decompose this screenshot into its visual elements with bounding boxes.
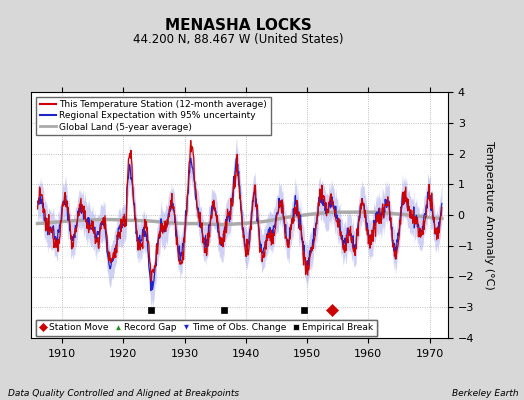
- Text: Berkeley Earth: Berkeley Earth: [452, 389, 519, 398]
- Text: 1930: 1930: [170, 349, 199, 359]
- Text: Data Quality Controlled and Aligned at Breakpoints: Data Quality Controlled and Aligned at B…: [8, 389, 239, 398]
- Text: 1960: 1960: [354, 349, 383, 359]
- Text: MENASHA LOCKS: MENASHA LOCKS: [165, 18, 312, 33]
- Legend: Station Move, Record Gap, Time of Obs. Change, Empirical Break: Station Move, Record Gap, Time of Obs. C…: [36, 320, 377, 336]
- Text: 1920: 1920: [109, 349, 137, 359]
- Text: 1950: 1950: [293, 349, 321, 359]
- Text: 1910: 1910: [48, 349, 76, 359]
- Text: 1940: 1940: [232, 349, 260, 359]
- Text: 44.200 N, 88.467 W (United States): 44.200 N, 88.467 W (United States): [133, 33, 344, 46]
- Y-axis label: Temperature Anomaly (°C): Temperature Anomaly (°C): [484, 141, 494, 289]
- Text: 1970: 1970: [416, 349, 444, 359]
